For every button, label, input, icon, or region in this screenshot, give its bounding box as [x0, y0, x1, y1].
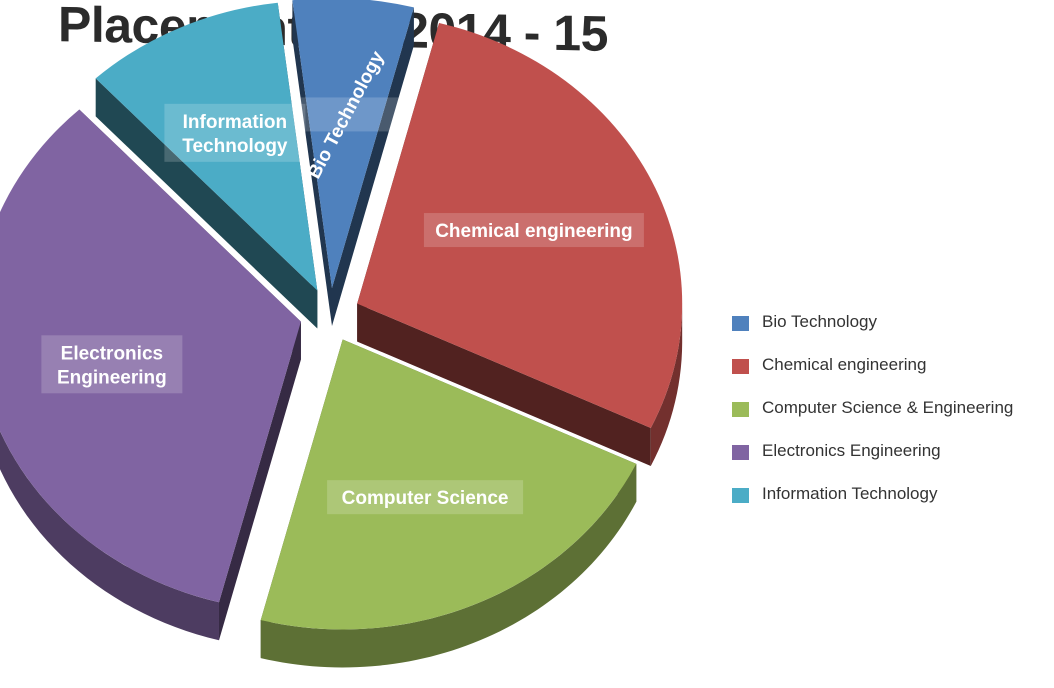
legend-swatch [732, 316, 749, 331]
pie-slice-electronics-engineering [0, 109, 301, 603]
pie-label-highlight-chemical-engineering [423, 213, 644, 248]
legend-item-bio-technology: Bio Technology [732, 312, 1013, 355]
pie-label-highlight-information-technology [164, 103, 306, 162]
legend-label: Chemical engineering [762, 355, 927, 374]
legend-label: Computer Science & Engineering [762, 398, 1014, 417]
legend-item-electronics-engineering: Electronics Engineering [732, 441, 1013, 484]
legend-swatch [732, 359, 749, 374]
legend-label: Information Technology [762, 484, 938, 503]
legend-label: Electronics Engineering [762, 441, 941, 460]
pie-slice-rim-chemical-engineering [650, 304, 683, 466]
pie-slice-wall-chemical-engineering [357, 303, 651, 466]
pie-slice-computer-science-and-engineering [260, 339, 637, 630]
pie-slice-wall-bio-technology [331, 7, 414, 327]
pie-slice-wall-electronics-engineering [218, 321, 301, 641]
pie-label-highlight-electronics-engineering [41, 335, 183, 394]
legend-item-information-technology: Information Technology [732, 484, 1013, 527]
pie-slice-rim-computer-science-and-engineering [260, 463, 637, 668]
legend: Bio Technology Chemical engineering Comput… [732, 312, 1013, 527]
pie-label-information-technology: Information Technology [182, 112, 288, 157]
pie-label-highlight-computer-science-and-engineering [327, 480, 524, 515]
legend-swatch [732, 488, 749, 503]
legend-swatch [732, 402, 749, 417]
pie-slice-wall-information-technology [95, 78, 318, 329]
pie-slice-side-bio-technology [292, 0, 414, 327]
pie-label-computer-science-and-engineering: Computer Science [342, 488, 509, 509]
pie-slice-information-technology [95, 2, 318, 291]
legend-swatch [732, 445, 749, 460]
pie-slice-rim-electronics-engineering [0, 431, 219, 641]
legend-item-computer-science-and-engineering: Computer Science & Engineering [732, 398, 1013, 441]
legend-item-chemical-engineering: Chemical engineering [732, 355, 1013, 398]
pie-slice-chemical-engineering [357, 22, 683, 428]
pie-label-electronics-engineering: Electronics Engineering [57, 343, 167, 388]
pie-slice-wall-bio-technology [292, 0, 332, 327]
pie-slice-bio-technology [292, 0, 414, 289]
legend-label: Bio Technology [762, 312, 877, 331]
pie-label-chemical-engineering: Chemical engineering [435, 221, 632, 242]
